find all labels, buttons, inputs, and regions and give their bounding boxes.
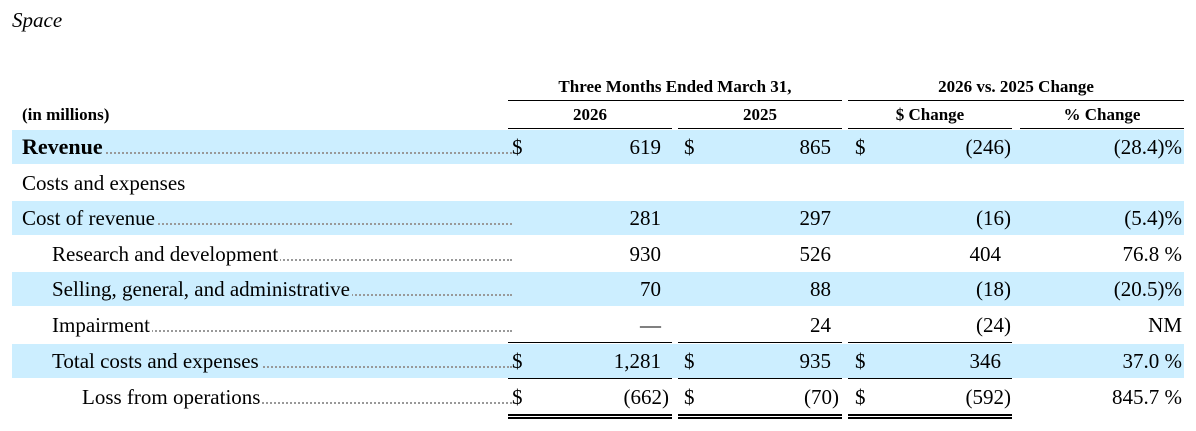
value-2025: 935	[799, 349, 832, 373]
value-pct-change: (5.4)%	[1124, 206, 1182, 230]
section-title: Space	[12, 8, 63, 32]
table-row-total-costs: Total costs and expenses $ 1,281 $ 935 $…	[12, 344, 1184, 378]
value-2025: 865	[799, 135, 832, 159]
total-rule-dollar	[848, 378, 1012, 379]
row-label: Costs and expenses	[22, 171, 188, 195]
value-pct-change: (28.4)%	[1113, 135, 1182, 159]
value-2025: 526	[799, 242, 832, 266]
header-col-dollar-rule	[848, 128, 1012, 129]
value-2026: (662)	[623, 385, 670, 409]
row-label: Loss from operations	[82, 385, 263, 409]
row-label: Revenue	[22, 134, 105, 159]
subtotal-rule-dollar	[848, 342, 1012, 343]
header-col-2026-rule	[508, 128, 672, 129]
dollar-sign: $	[512, 135, 523, 159]
value-2025: 24	[810, 313, 831, 337]
dollar-sign: $	[512, 385, 523, 409]
header-group-three-months: Three Months Ended March 31,	[558, 77, 792, 96]
value-dollar-change: (18)	[976, 277, 1011, 301]
value-2026: 619	[629, 135, 662, 159]
value-2025: 88	[810, 277, 831, 301]
dollar-sign: $	[855, 135, 866, 159]
value-2026: 1,281	[613, 349, 661, 373]
total-rule-2025	[678, 378, 842, 379]
value-pct-change: 845.7 %	[1112, 385, 1182, 409]
header-col-2026: 2026	[573, 105, 607, 124]
dollar-sign: $	[684, 349, 695, 373]
table-row-impairment: Impairment — 24 (24) NM	[12, 308, 1184, 342]
row-label: Impairment	[52, 313, 152, 337]
subtotal-rule-2026	[508, 342, 672, 343]
value-pct-change: NM	[1148, 313, 1182, 337]
header-col-2025: 2025	[743, 105, 777, 124]
dollar-sign: $	[684, 385, 695, 409]
value-pct-change: 37.0 %	[1122, 349, 1183, 373]
row-label: Cost of revenue	[22, 206, 157, 230]
total-rule-2026	[508, 378, 672, 379]
header-units: (in millions)	[22, 105, 110, 124]
value-dollar-change: (24)	[976, 313, 1011, 337]
header-col-pct-change: % Change	[1063, 105, 1141, 124]
value-pct-change: (20.5)%	[1113, 277, 1182, 301]
value-pct-change: 76.8 %	[1122, 242, 1183, 266]
value-dollar-change: (16)	[976, 206, 1011, 230]
table-row-costs-header: Costs and expenses	[12, 166, 1184, 200]
double-rule-2026	[508, 414, 672, 419]
table-row-revenue: Revenue $ 619 $ 865 $ (246) (28.4)%	[12, 130, 1184, 164]
table-row-research-development: Research and development 930 526 404 76.…	[12, 237, 1184, 271]
dollar-sign: $	[855, 349, 866, 373]
header-col-dollar-change: $ Change	[895, 105, 965, 124]
row-label: Selling, general, and administrative	[52, 277, 352, 301]
header-group-change: 2026 vs. 2025 Change	[938, 77, 1094, 96]
row-label: Research and development	[52, 242, 281, 266]
value-2026: —	[640, 313, 661, 337]
table-row-sga: Selling, general, and administrative 70 …	[12, 272, 1184, 306]
header-col-pct-rule	[1020, 128, 1184, 129]
double-rule-dollar	[848, 414, 1012, 419]
value-2026: 281	[629, 206, 662, 230]
header-group2-rule	[848, 100, 1184, 101]
table-row-cost-of-revenue: Cost of revenue 281 297 (16) (5.4)%	[12, 201, 1184, 235]
double-rule-2025	[678, 414, 842, 419]
dollar-sign: $	[512, 349, 523, 373]
value-dollar-change: (592)	[965, 385, 1012, 409]
dollar-sign: $	[855, 385, 866, 409]
value-2026: 70	[640, 277, 661, 301]
header-col-2025-rule	[678, 128, 842, 129]
value-2025: 297	[799, 206, 832, 230]
subtotal-rule-2025	[678, 342, 842, 343]
value-2025: (70)	[804, 385, 839, 409]
value-dollar-change: 404	[969, 242, 1002, 266]
value-2026: 930	[629, 242, 662, 266]
header-group1-rule	[508, 100, 842, 101]
dollar-sign: $	[684, 135, 695, 159]
value-dollar-change: (246)	[965, 135, 1012, 159]
row-label: Total costs and expenses	[52, 349, 261, 373]
table-row-loss-from-operations: Loss from operations $ (662) $ (70) $ (5…	[12, 380, 1184, 414]
value-dollar-change: 346	[969, 349, 1002, 373]
